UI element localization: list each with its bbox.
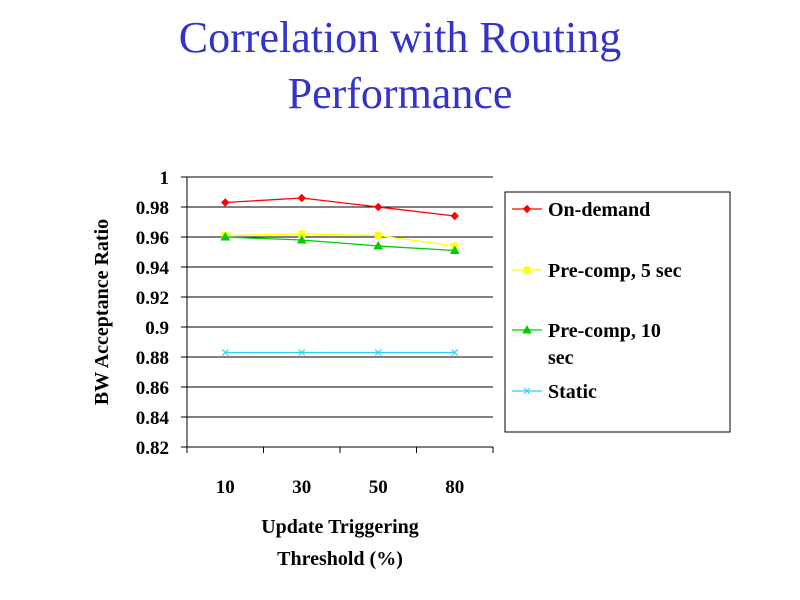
legend-marker [523, 387, 531, 395]
axis-labels: 0.82 0.84 0.86 0.88 0.9 0.92 0.94 0.96 0.98 1 10 30… [91, 168, 464, 570]
legend-entry: On-demand [512, 199, 650, 221]
data-point [298, 349, 306, 356]
legend-entry: Static [512, 381, 597, 403]
x-axis-title-line: Update Triggering [261, 516, 419, 538]
legend-label: sec [548, 347, 574, 369]
data-point [449, 245, 460, 254]
y-tick-label: 0.92 [136, 288, 169, 309]
y-axis-title: BW Acceptance Ratio [91, 219, 113, 405]
y-tick-label: 0.96 [136, 228, 169, 249]
slide-title-line-1: Correlation with Routing [178, 13, 622, 62]
slide-title: Correlation with Routing Performance [0, 10, 800, 122]
legend-entry: Pre-comp, 5 sec [512, 260, 682, 282]
series-static [221, 349, 459, 356]
x-tick-label: 30 [292, 477, 311, 498]
data-point [220, 231, 231, 241]
data-point [373, 240, 384, 250]
legend-marker [522, 204, 532, 214]
x-tick-label: 10 [216, 477, 235, 498]
x-tick-label: 50 [369, 477, 388, 498]
y-tick-label: 0.94 [136, 258, 170, 279]
y-tick-label: 0.86 [136, 378, 169, 399]
series-lines [220, 193, 460, 356]
y-tick-label: 0.88 [136, 348, 169, 369]
legend-marker [522, 324, 532, 334]
data-point [451, 349, 459, 356]
y-tick-label: 0.9 [145, 318, 169, 339]
legend-box [504, 191, 731, 433]
legend-entry: Pre-comp, 10 sec [512, 320, 661, 369]
series-on-demand [221, 193, 459, 221]
data-point [374, 232, 382, 239]
legend-label: Pre-comp, 10 [548, 320, 661, 342]
legend: On-demand Pre-comp, 5 sec Pre-comp, 10 sec S… [504, 191, 731, 433]
legend-label: Pre-comp, 5 sec [548, 260, 682, 282]
gridlines [187, 176, 493, 418]
series-line [225, 233, 455, 247]
x-tick-label: 80 [445, 477, 464, 498]
y-tick-label: 0.84 [136, 408, 170, 429]
axes [181, 176, 494, 453]
data-point [374, 349, 382, 356]
slide-title-line-2: Performance [287, 69, 513, 118]
y-tick-label: 1 [160, 168, 170, 189]
data-point [221, 198, 230, 207]
y-tick-label: 0.98 [136, 198, 169, 219]
y-tick-label: 0.82 [136, 438, 169, 459]
data-point [221, 349, 229, 356]
legend-label: On-demand [548, 199, 650, 221]
legend-label: Static [548, 381, 597, 403]
series-line [225, 197, 455, 217]
legend-marker [523, 266, 531, 274]
data-point [296, 234, 307, 244]
series-pre-comp-5-sec [221, 230, 459, 250]
data-point [374, 202, 383, 212]
x-axis-title-line: Threshold (%) [277, 548, 403, 570]
data-point [297, 193, 306, 203]
series-line [225, 236, 455, 252]
series-pre-comp-10-sec [220, 231, 460, 254]
data-point [450, 211, 459, 221]
